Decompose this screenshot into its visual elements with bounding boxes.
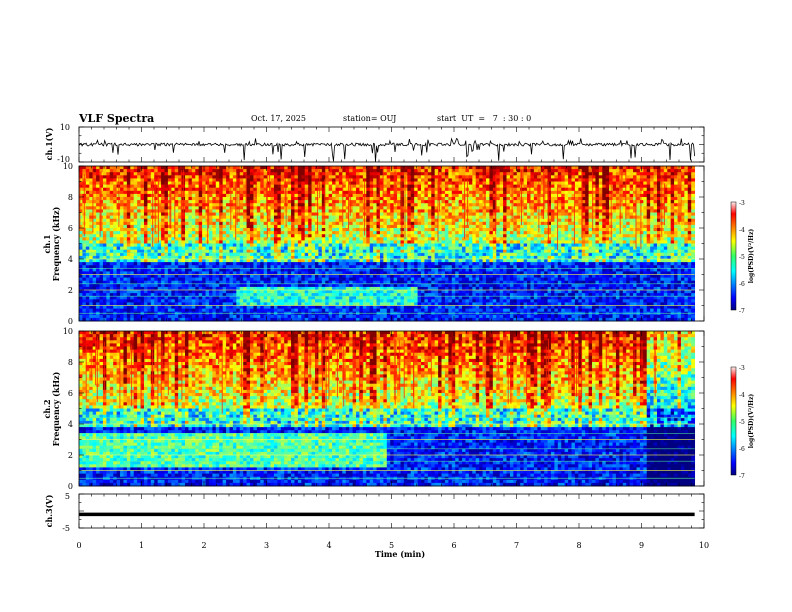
ch1-spec-ytick-8: 8 [68, 193, 73, 202]
x-tick-label: 2 [201, 541, 206, 550]
ch1-ytick-top: 10 [60, 123, 70, 132]
ch1-spec-ytick-0: 0 [68, 317, 73, 326]
ch2-colorbar-label: log(PSD)(V²/Hz) [748, 394, 755, 449]
x-tick-label: 5 [389, 541, 394, 550]
ch1-colorbar: -3 -4 -5 -6 -7 log(PSD)(V²/Hz) [730, 200, 755, 315]
x-tick-label: 8 [576, 541, 581, 550]
ch2-spec-ytick-10: 10 [63, 327, 73, 336]
ch2-cb-tick-7: -7 [739, 473, 745, 480]
ch3-ytick-top: 5 [65, 492, 70, 501]
ch2-spectrogram-ytick-labels: 0 2 4 6 8 10 [63, 327, 73, 491]
x-tick-labels: 0 1 2 3 4 5 6 7 8 9 10 [76, 541, 709, 550]
ch1-spec-ytick-6: 6 [68, 224, 73, 233]
ch2-spec-ytick-6: 6 [68, 389, 73, 398]
axis-ticks [78, 126, 705, 529]
ch1-cb-tick-6: -6 [739, 281, 745, 288]
ch1-waveform-ylabel: ch.1(V) [44, 127, 54, 160]
ch2-cb-tick-4: -4 [739, 392, 745, 399]
x-tick-label: 7 [514, 541, 519, 550]
ch2-spec-ytick-0: 0 [68, 482, 73, 491]
ch1-cb-tick-3: -3 [739, 200, 745, 207]
ch1-spectrogram-ylabel-freq: Frequency (kHz) [51, 206, 61, 281]
ch3-waveform-ytick-labels: 5 -5 [62, 492, 70, 533]
ch1-spectrogram [79, 166, 696, 322]
x-tick-label: 9 [639, 541, 644, 550]
ch1-colorbar-label: log(PSD)(V²/Hz) [748, 229, 755, 284]
date-label: Oct. 17, 2025 [251, 114, 306, 123]
start-time-label: start UT = 7 : 30 : 0 [437, 114, 532, 123]
x-tick-label: 10 [699, 541, 709, 550]
ch1-spectrogram-ylabel: ch.1 [42, 234, 52, 253]
ch1-cb-tick-7: -7 [739, 308, 745, 315]
ch2-spec-ytick-2: 2 [68, 451, 73, 460]
ch1-waveform-line [78, 137, 695, 162]
plot-title: VLF Spectra [79, 112, 155, 125]
ch2-spec-ytick-8: 8 [68, 358, 73, 367]
ch1-ytick-bottom: -10 [57, 155, 70, 164]
ch2-cb-tick-5: -5 [739, 419, 745, 426]
station-label: station= OUJ [343, 114, 397, 123]
ch1-spec-ytick-4: 4 [68, 255, 73, 264]
ch2-spectrogram-ylabel-freq: Frequency (kHz) [51, 371, 61, 446]
ch1-waveform-ytick-labels: 10 -10 [57, 123, 70, 164]
ch1-spec-ytick-10: 10 [63, 162, 73, 171]
ch1-spec-ytick-2: 2 [68, 286, 73, 295]
ch2-spec-ytick-4: 4 [68, 420, 73, 429]
ch2-cb-tick-3: -3 [739, 365, 745, 372]
ch1-cb-tick-4: -4 [739, 227, 745, 234]
x-tick-label: 3 [264, 541, 269, 550]
ch3-waveform-ylabel: ch.3(V) [44, 494, 54, 527]
x-axis-label: Time (min) [375, 549, 425, 559]
ch2-spectrogram-ylabel: ch.2 [42, 399, 52, 418]
x-tick-label: 4 [326, 541, 331, 550]
x-tick-label: 6 [451, 541, 456, 550]
x-tick-label: 1 [139, 541, 144, 550]
ch3-waveform-frame [78, 493, 705, 529]
ch3-ytick-bottom: -5 [62, 524, 70, 533]
x-tick-label: 0 [76, 541, 81, 550]
ch2-colorbar: -3 -4 -5 -6 -7 log(PSD)(V²/Hz) [730, 365, 755, 480]
ch1-spectrogram-ytick-labels: 0 2 4 6 8 10 [63, 162, 73, 326]
ch2-spectrogram [79, 331, 696, 487]
ch2-cb-tick-6: -6 [739, 446, 745, 453]
ch1-cb-tick-5: -5 [739, 254, 745, 261]
